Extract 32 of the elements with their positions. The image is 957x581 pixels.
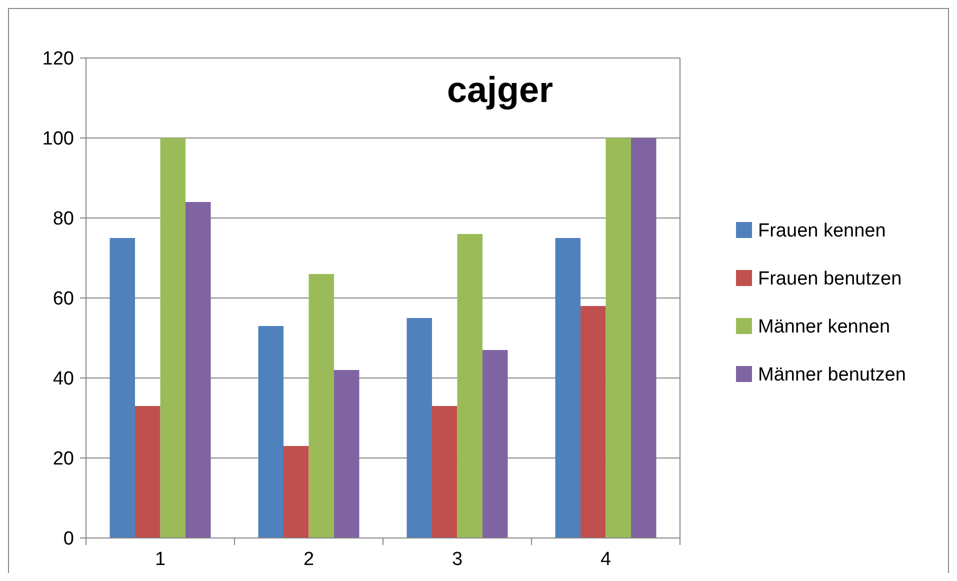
y-tick-label: 60 [52, 288, 74, 310]
bar [580, 306, 606, 538]
bar [457, 234, 482, 538]
y-tick-label: 40 [52, 368, 74, 390]
y-tick-label: 20 [52, 448, 74, 470]
y-tick-label: 0 [63, 528, 74, 550]
x-tick-label: 4 [600, 549, 612, 570]
x-tick-label: 1 [154, 549, 166, 570]
bar [555, 238, 581, 538]
bar [258, 326, 284, 538]
bar [482, 350, 508, 538]
x-tick-label: 2 [303, 549, 314, 570]
y-tick-label: 100 [42, 128, 74, 150]
bar [135, 406, 160, 538]
x-tick-label: 3 [452, 549, 463, 570]
bar [630, 138, 656, 538]
y-tick-label: 120 [42, 48, 74, 70]
bar [406, 318, 432, 538]
bar [432, 406, 458, 538]
bar [110, 238, 136, 538]
legend-label: Männer benutzen [758, 364, 906, 386]
bar [334, 370, 360, 538]
bar [284, 446, 309, 538]
legend-label: Männer kennen [758, 316, 890, 338]
legend-label: Frauen kennen [758, 220, 886, 242]
bar [606, 138, 631, 538]
chart-title: cajger [446, 69, 554, 110]
bar [308, 274, 334, 538]
legend-label: Frauen benutzen [758, 268, 902, 290]
bar [160, 138, 186, 538]
y-tick-label: 80 [52, 208, 74, 230]
bar [185, 202, 211, 538]
